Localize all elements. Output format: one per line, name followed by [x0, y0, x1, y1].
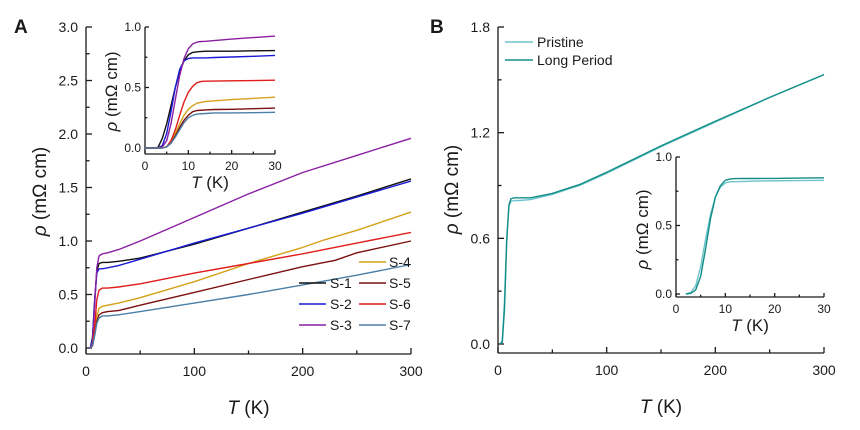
panel-a-legend: S-4 S-5 S-6 S-7 S-1 S-2 S-3 — [299, 254, 411, 333]
panel-b-series-long-period — [499, 73, 825, 345]
panel-b-inset-series-long-period — [685, 177, 825, 295]
panel-a-y-tick-label: 1.5 — [59, 180, 79, 196]
panel-a-inset-x-tick-label: 10 — [182, 159, 196, 173]
panel-a-x-tick-label: 100 — [183, 363, 207, 379]
panel-b-inset-y-tick-label: 0.5 — [655, 219, 672, 233]
panel-a-series-s-2 — [88, 180, 412, 349]
panel-b-inset-series — [685, 177, 825, 295]
panel-a-x-tick-label: 200 — [291, 363, 315, 379]
panel-a-inset-series-s-6 — [145, 79, 276, 149]
panel-a-inset-y-tick-label: 0.5 — [124, 81, 141, 95]
panel-a-inset-x-tick-label: 0 — [142, 159, 149, 173]
legend-label-s-5: S-5 — [389, 275, 411, 291]
panel-a-y-tick-label: 0.0 — [59, 340, 79, 356]
panel-b-y-tick-label: 1.8 — [471, 19, 491, 35]
panel-b-series — [499, 73, 825, 345]
panel-b-y-tick-label: 0.0 — [471, 336, 491, 352]
panel-a-inset-x-axis-title: T (K) — [191, 173, 229, 192]
panel-b-inset-y-axis-title: ρ (mΩ cm) — [633, 189, 652, 270]
panel-a-y-tick-label: 0.5 — [59, 287, 79, 303]
panel-b-inset-x-tick-label: 20 — [768, 302, 782, 316]
panel-a-inset-series-s-7 — [145, 111, 276, 149]
panel-b-inset-x-tick-label: 10 — [719, 302, 733, 316]
legend-label-s-3: S-3 — [330, 317, 352, 333]
panel-b-x-tick-label: 0 — [494, 362, 502, 378]
panel-b-x-tick-label: 200 — [704, 362, 728, 378]
legend-label-s-2: S-2 — [330, 296, 352, 312]
panel-b-inset-series-pristine — [685, 179, 825, 295]
panel-b-inset-y-tick-label: 0.0 — [655, 287, 672, 301]
panel-b-inset-x-axis-title: T (K) — [731, 316, 769, 335]
panel-a-inset-axes: 0.0 0.5 1.0 0 10 20 30 T (K) ρ (mΩ cm) — [102, 20, 282, 192]
panel-a-inset-y-tick-label: 0.0 — [124, 141, 141, 155]
panel-b-inset-x-tick-label: 30 — [817, 302, 831, 316]
legend-label-long-period: Long Period — [537, 52, 613, 68]
panel-a-y-tick-label: 3.0 — [59, 19, 79, 35]
panel-a-x-tick-label: 0 — [82, 363, 90, 379]
panel-b-y-tick-label: 0.6 — [471, 230, 491, 246]
panel-a-x-axis-title: T (K) — [227, 398, 269, 419]
panel-a-y-tick-label: 1.0 — [59, 233, 79, 249]
panel-a-inset-x-tick-label: 20 — [225, 159, 239, 173]
panel-b-label: B — [430, 17, 444, 38]
panel-a-inset-series-s-1 — [145, 49, 276, 149]
panel-a-inset-series-s-5 — [145, 107, 276, 149]
panel-b-x-tick-label: 100 — [595, 362, 619, 378]
panel-a-x-tick-label: 300 — [399, 363, 423, 379]
panel-b-y-tick-label: 1.2 — [471, 125, 491, 141]
panel-b-inset-axes: 0.0 0.5 1.0 0 10 20 30 T (K) ρ (mΩ cm) — [633, 150, 831, 335]
legend-label-s-1: S-1 — [330, 275, 352, 291]
panel-b-x-tick-label: 300 — [812, 362, 836, 378]
panel-b-inset-x-tick-label: 0 — [673, 302, 680, 316]
panel-a-y-tick-label: 2.0 — [59, 126, 79, 142]
panel-a-inset-y-axis-title: ρ (mΩ cm) — [102, 51, 121, 132]
panel-a-y-axis-title: ρ (mΩ cm) — [30, 147, 51, 237]
panel-a-inset-x-tick-label: 30 — [268, 159, 282, 173]
panel-a-inset-y-tick-label: 1.0 — [124, 20, 141, 34]
panel-a-inset-series-s-3 — [145, 35, 276, 149]
panel-a-series-s-6 — [88, 231, 412, 349]
panel-b-y-axis-title: ρ (mΩ cm) — [442, 145, 463, 235]
panel-b-inset-y-tick-label: 1.0 — [655, 150, 672, 164]
legend-label-s-4: S-4 — [389, 254, 411, 270]
panel-a-label: A — [14, 17, 28, 38]
panel-a-inset-series — [145, 35, 276, 149]
panel-a-series — [88, 137, 412, 349]
legend-label-s-7: S-7 — [389, 317, 411, 333]
panel-a-series-s-4 — [88, 211, 412, 349]
panel-a-inset-series-s-2 — [145, 54, 276, 149]
legend-label-pristine: Pristine — [537, 34, 584, 50]
panel-a-y-tick-label: 2.5 — [59, 73, 79, 89]
legend-label-s-6: S-6 — [389, 296, 411, 312]
panel-a-series-s-3 — [88, 137, 412, 349]
panel-a-series-s-7 — [88, 263, 412, 349]
panel-b-x-axis-title: T (K) — [640, 397, 682, 418]
panel-b-legend: Pristine Long Period — [505, 34, 613, 68]
